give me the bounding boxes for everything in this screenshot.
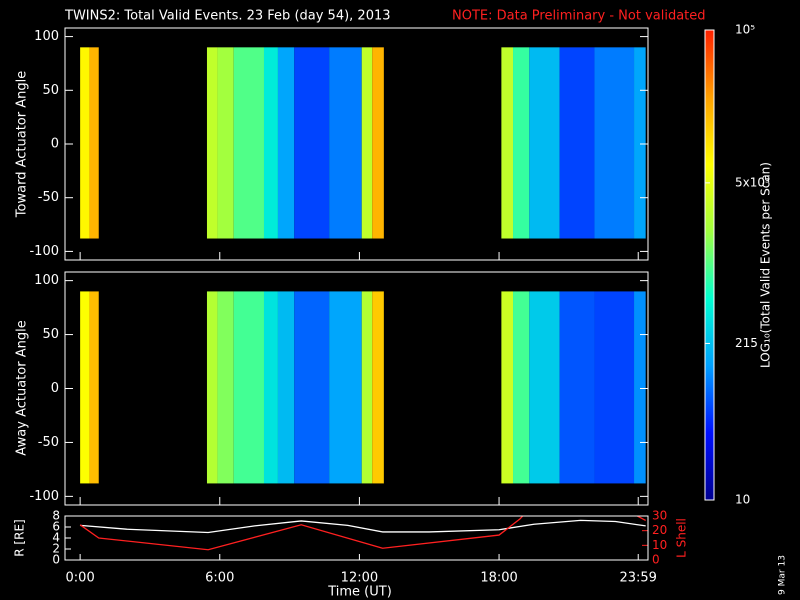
- colorbar-tick-label: 10: [735, 493, 750, 507]
- colorbar: [704, 29, 715, 501]
- heatmap-cell: [529, 291, 560, 484]
- heatmap-cell: [80, 291, 90, 484]
- y2-axis-title: L Shell: [675, 518, 689, 558]
- y-tick-label: 50: [42, 83, 59, 98]
- line-series: [80, 519, 646, 534]
- x-tick-label: 0:00: [66, 571, 95, 586]
- x-tick-label: 12:00: [341, 571, 378, 586]
- plot-frame: [64, 515, 649, 561]
- colorbar-tick-label: 10⁵: [735, 23, 755, 37]
- heatmap-cell: [594, 47, 635, 239]
- heatmap-cell: [80, 47, 90, 239]
- y2-tick-label: 20: [652, 523, 667, 537]
- y-tick-label: -100: [29, 244, 59, 259]
- x-axis-title: Time (UT): [327, 585, 392, 600]
- y-tick-label: 0: [51, 137, 59, 152]
- y-tick-label: 0: [52, 553, 60, 567]
- y-tick-label: 100: [34, 29, 59, 44]
- heatmap-cell: [513, 291, 530, 484]
- x-tick-label: 6:00: [205, 571, 234, 586]
- heatmap-cell: [233, 47, 264, 239]
- y-axis-title: R [RE]: [13, 519, 27, 556]
- y-tick-label: 0: [51, 381, 59, 396]
- heatmap-cell: [634, 291, 646, 484]
- plot-area: [79, 516, 646, 551]
- chart-title: TWINS2: Total Valid Events. 23 Feb (day …: [64, 9, 391, 24]
- heatmap-cell: [594, 291, 635, 484]
- heatmap-cell: [559, 291, 595, 484]
- y2-tick-label: 10: [652, 538, 667, 552]
- y-tick-label: -50: [38, 190, 59, 205]
- y2-tick-label: 0: [652, 553, 660, 567]
- heatmap-cell: [513, 47, 530, 239]
- x-tick-label: 18:00: [480, 571, 517, 586]
- y-tick-label: 6: [52, 520, 60, 534]
- colorbar-tick-label: 5x10³: [735, 175, 770, 189]
- heatmap-cell: [263, 47, 278, 239]
- heatmap-cell: [294, 47, 330, 239]
- heatmap-cell: [634, 47, 646, 239]
- heatmap-cell: [559, 47, 595, 239]
- y-axis-title: Toward Actuator Angle: [15, 71, 30, 218]
- y2-tick-label: 30: [652, 509, 667, 523]
- y-tick-label: -50: [38, 435, 59, 450]
- y-tick-label: 2: [52, 542, 60, 556]
- y-tick-label: -100: [29, 489, 59, 504]
- heatmap-cell: [217, 47, 234, 239]
- heatmap-cell: [233, 291, 264, 484]
- y-tick-label: 50: [42, 327, 59, 342]
- heatmap-cell: [501, 291, 514, 484]
- y-tick-label: 100: [34, 273, 59, 288]
- heatmap-cell: [263, 291, 278, 484]
- plot-frame: [64, 27, 649, 261]
- heatmap-cell: [361, 291, 373, 484]
- x-tick-label: 23:59: [619, 571, 656, 586]
- date-stamp: 9 Mar 13: [778, 555, 788, 595]
- heatmap-cell: [501, 47, 514, 239]
- heatmap-cell: [529, 47, 560, 239]
- heatmap-cell: [294, 291, 330, 484]
- heatmap-cell: [361, 47, 373, 239]
- y-tick-label: 8: [52, 509, 60, 523]
- heatmap-cell: [372, 47, 384, 239]
- heatmap-cell: [89, 291, 99, 484]
- plot-frame: [64, 271, 649, 506]
- heatmap-cell: [206, 291, 218, 484]
- heatmap-cell: [372, 291, 384, 484]
- heatmap-cell: [329, 47, 362, 239]
- y-axis-title: Away Actuator Angle: [15, 320, 30, 455]
- heatmap-cell: [206, 47, 218, 239]
- note: NOTE: Data Preliminary - Not validated: [452, 9, 706, 24]
- line-series: [79, 516, 646, 551]
- heatmap-cell: [277, 47, 295, 239]
- heatmap-cell: [329, 291, 362, 484]
- y-tick-label: 4: [52, 531, 60, 545]
- colorbar-tick-label: 215: [735, 336, 758, 350]
- heatmap-cell: [217, 291, 234, 484]
- heatmap-cell: [277, 291, 295, 484]
- colorbar-title: LOG₁₀(Total Valid Events per Scan): [759, 162, 773, 368]
- heatmap-cell: [89, 47, 99, 239]
